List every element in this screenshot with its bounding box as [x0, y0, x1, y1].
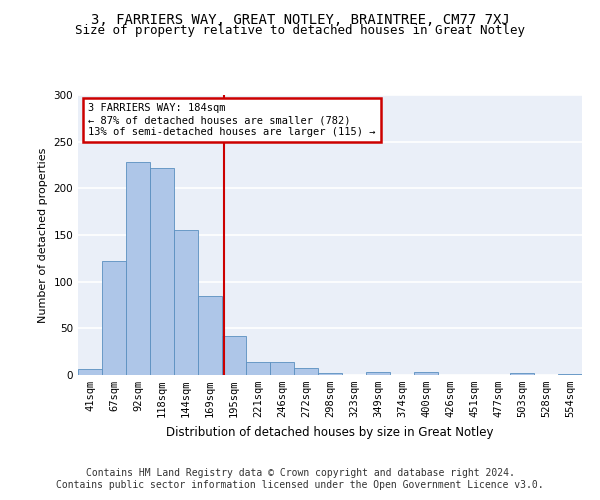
Text: 3, FARRIERS WAY, GREAT NOTLEY, BRAINTREE, CM77 7XJ: 3, FARRIERS WAY, GREAT NOTLEY, BRAINTREE… [91, 12, 509, 26]
Bar [318, 373, 342, 375]
Bar [510, 373, 534, 375]
Bar [174, 230, 198, 375]
Bar [126, 162, 150, 375]
Bar [198, 296, 222, 375]
Text: 3 FARRIERS WAY: 184sqm
← 87% of detached houses are smaller (782)
13% of semi-de: 3 FARRIERS WAY: 184sqm ← 87% of detached… [88, 104, 376, 136]
Bar [270, 362, 294, 375]
Text: Contains HM Land Registry data © Crown copyright and database right 2024.
Contai: Contains HM Land Registry data © Crown c… [56, 468, 544, 490]
Bar [246, 362, 270, 375]
X-axis label: Distribution of detached houses by size in Great Notley: Distribution of detached houses by size … [166, 426, 494, 438]
Bar [150, 168, 174, 375]
Bar [78, 370, 102, 375]
Bar [414, 372, 438, 375]
Bar [294, 368, 318, 375]
Bar [222, 336, 246, 375]
Bar [366, 372, 390, 375]
Text: Size of property relative to detached houses in Great Notley: Size of property relative to detached ho… [75, 24, 525, 37]
Bar [558, 374, 582, 375]
Bar [102, 261, 126, 375]
Y-axis label: Number of detached properties: Number of detached properties [38, 148, 48, 322]
